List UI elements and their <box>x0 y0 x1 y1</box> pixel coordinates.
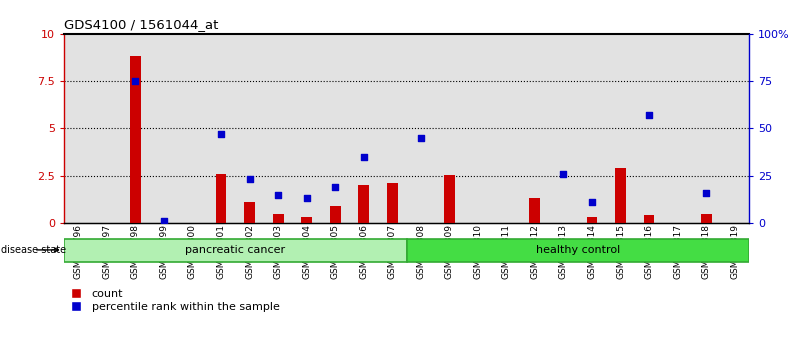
Bar <box>244 202 255 223</box>
Bar <box>644 216 654 223</box>
Text: GDS4100 / 1561044_at: GDS4100 / 1561044_at <box>64 18 219 31</box>
Bar <box>615 168 626 223</box>
Point <box>557 171 570 177</box>
Point <box>300 195 313 201</box>
Bar <box>93 34 121 223</box>
Point <box>328 184 341 190</box>
Point <box>414 135 427 141</box>
Point <box>129 78 142 84</box>
Point <box>272 192 284 198</box>
Text: pancreatic cancer: pancreatic cancer <box>185 245 285 255</box>
Legend: count, percentile rank within the sample: count, percentile rank within the sample <box>70 289 280 312</box>
Text: healthy control: healthy control <box>536 245 620 255</box>
Bar <box>264 34 292 223</box>
Bar <box>358 185 369 223</box>
Bar <box>578 34 606 223</box>
Bar <box>406 34 435 223</box>
Bar <box>121 34 150 223</box>
Bar <box>207 34 235 223</box>
Text: disease state: disease state <box>2 245 66 255</box>
Bar <box>701 213 711 223</box>
Point <box>158 218 171 224</box>
Bar <box>663 34 692 223</box>
Point <box>244 177 256 182</box>
Bar <box>330 206 340 223</box>
FancyBboxPatch shape <box>64 239 406 262</box>
Point <box>586 199 598 205</box>
Point <box>700 190 713 195</box>
Bar <box>435 34 464 223</box>
Bar <box>321 34 349 223</box>
Point <box>357 154 370 160</box>
Bar <box>606 34 634 223</box>
Bar <box>634 34 663 223</box>
Bar <box>692 34 720 223</box>
Bar <box>301 217 312 223</box>
Bar <box>178 34 207 223</box>
Point <box>215 131 227 137</box>
Bar <box>64 34 93 223</box>
Bar <box>349 34 378 223</box>
Bar <box>720 34 749 223</box>
Bar <box>272 213 284 223</box>
Bar <box>549 34 578 223</box>
Bar <box>215 174 227 223</box>
Bar <box>387 183 397 223</box>
FancyBboxPatch shape <box>406 239 749 262</box>
Bar <box>150 34 178 223</box>
Bar <box>444 175 455 223</box>
Bar <box>492 34 521 223</box>
Bar <box>235 34 264 223</box>
Bar <box>292 34 321 223</box>
Bar <box>529 198 541 223</box>
Bar <box>586 217 598 223</box>
Bar <box>521 34 549 223</box>
Bar <box>378 34 406 223</box>
Bar <box>464 34 492 223</box>
Bar <box>130 56 141 223</box>
Point <box>642 112 655 118</box>
